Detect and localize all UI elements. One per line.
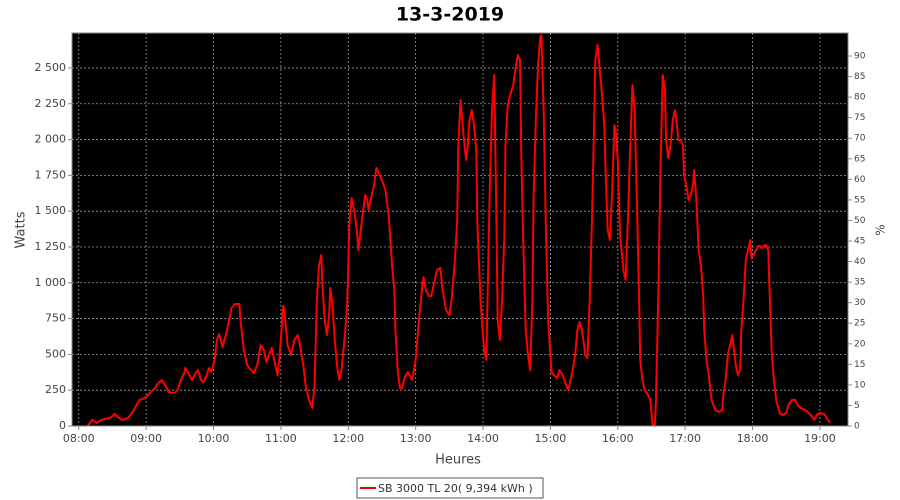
y2-tick-label: 75	[854, 113, 865, 123]
y-tick-label: 2 250	[35, 97, 67, 110]
y2-tick-label: 60	[854, 175, 866, 185]
x-tick-label: 19:00	[804, 432, 836, 445]
x-tick-label: 09:00	[130, 432, 162, 445]
legend-label: SB 3000 TL 20( 9,394 kWh )	[378, 482, 533, 495]
y-tick-label: 250	[45, 383, 66, 396]
y-tick-label: 2 500	[35, 61, 67, 74]
y2-tick-label: 80	[854, 93, 866, 103]
y2-tick-label: 40	[854, 257, 866, 267]
y2-tick-label: 25	[854, 319, 865, 329]
plot-area	[72, 33, 848, 426]
chart-title: 13-3-2019	[396, 4, 504, 26]
y2-tick-label: 70	[854, 134, 866, 144]
y-tick-label: 500	[45, 347, 66, 360]
y2-tick-label: 15	[854, 360, 865, 370]
legend	[356, 477, 544, 499]
x-tick-label: 18:00	[737, 432, 769, 445]
x-tick-label: 15:00	[535, 432, 567, 445]
y2-tick-label: 50	[854, 216, 866, 226]
y-tick-label: 2 000	[35, 133, 67, 146]
y-tick-label: 1 000	[35, 276, 67, 289]
y2-tick-label: 65	[854, 154, 865, 164]
x-tick-label: 17:00	[669, 432, 701, 445]
x-tick-label: 14:00	[467, 432, 499, 445]
x-axis-label: Heures	[435, 453, 481, 468]
y2-tick-label: 0	[854, 422, 860, 432]
y-tick-label: 1 750	[35, 168, 67, 181]
x-tick-label: 13:00	[400, 432, 432, 445]
y-tick-label: 1 250	[35, 240, 67, 253]
y2-tick-label: 20	[854, 339, 866, 349]
y2-tick-label: 90	[854, 52, 866, 62]
x-tick-label: 16:00	[602, 432, 634, 445]
x-tick-label: 11:00	[265, 432, 297, 445]
x-tick-label: 10:00	[198, 432, 230, 445]
y2-tick-label: 30	[854, 298, 866, 308]
y-tick-label: 750	[45, 312, 66, 325]
y2-axis-label: %	[874, 224, 888, 235]
plot-frame	[71, 32, 849, 427]
y-tick-label: 1 500	[35, 204, 67, 217]
y-tick-label: 0	[59, 419, 66, 432]
y2-tick-label: 35	[854, 278, 865, 288]
y2-tick-label: 85	[854, 72, 865, 82]
y2-tick-label: 45	[854, 237, 865, 247]
y2-tick-label: 10	[854, 380, 866, 390]
y2-tick-label: 5	[854, 401, 860, 411]
y-axis-label: Watts	[14, 211, 29, 248]
y2-tick-label: 55	[854, 195, 865, 205]
x-tick-label: 08:00	[63, 432, 95, 445]
data-line	[86, 34, 831, 427]
x-tick-label: 12:00	[332, 432, 364, 445]
